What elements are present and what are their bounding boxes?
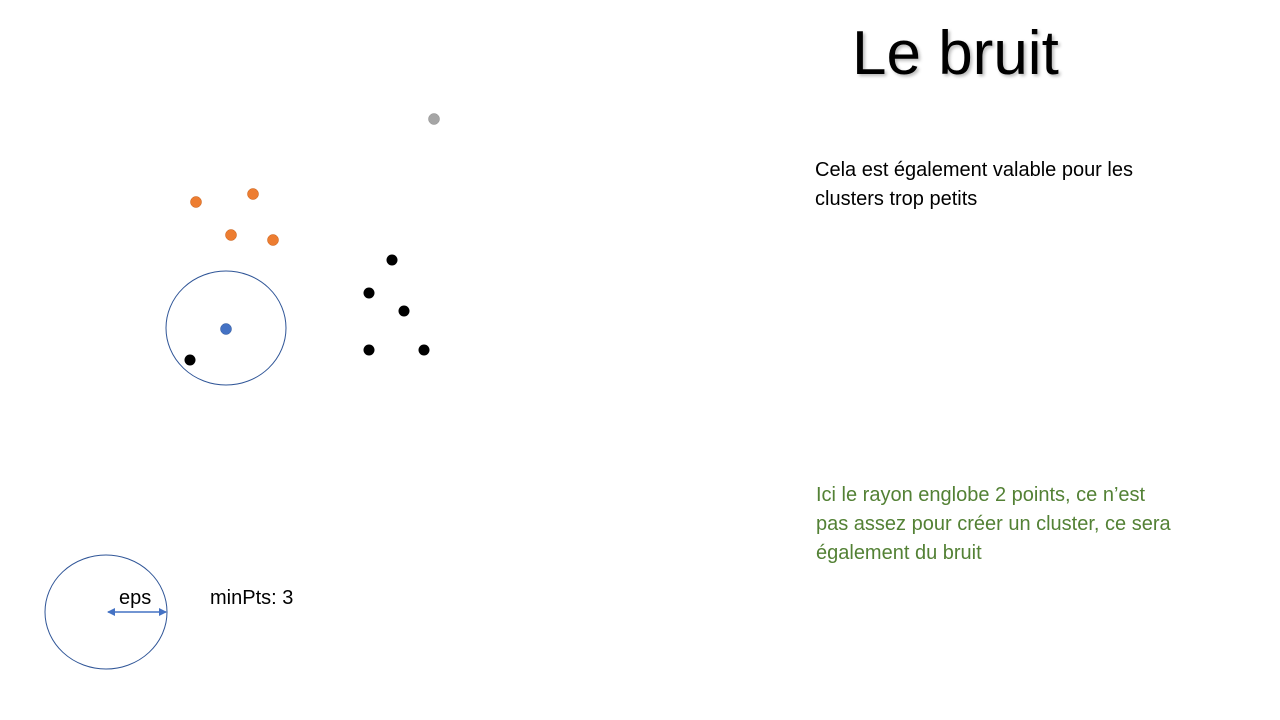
black-point (363, 287, 375, 299)
black-point (184, 354, 196, 366)
eps-neighborhood-circle (165, 270, 287, 386)
orange-point (190, 196, 202, 208)
note-text: Ici le rayon englobe 2 points, ce n’est … (816, 484, 1171, 564)
eps-label: eps (119, 587, 152, 609)
eps-legend-circle (44, 554, 168, 670)
black-point (418, 344, 430, 356)
black-point (398, 305, 410, 317)
slide-title: Le bruit (852, 19, 1059, 88)
orange-point (267, 234, 279, 246)
noise-point-gray (428, 113, 440, 125)
black-point (386, 254, 398, 266)
orange-point (247, 188, 259, 200)
orange-point (225, 229, 237, 241)
black-point (363, 344, 375, 356)
minpts-label: minPts: 3 (210, 587, 294, 609)
blue-point (220, 323, 232, 335)
description-text: Cela est également valable pour les clus… (815, 159, 1133, 210)
